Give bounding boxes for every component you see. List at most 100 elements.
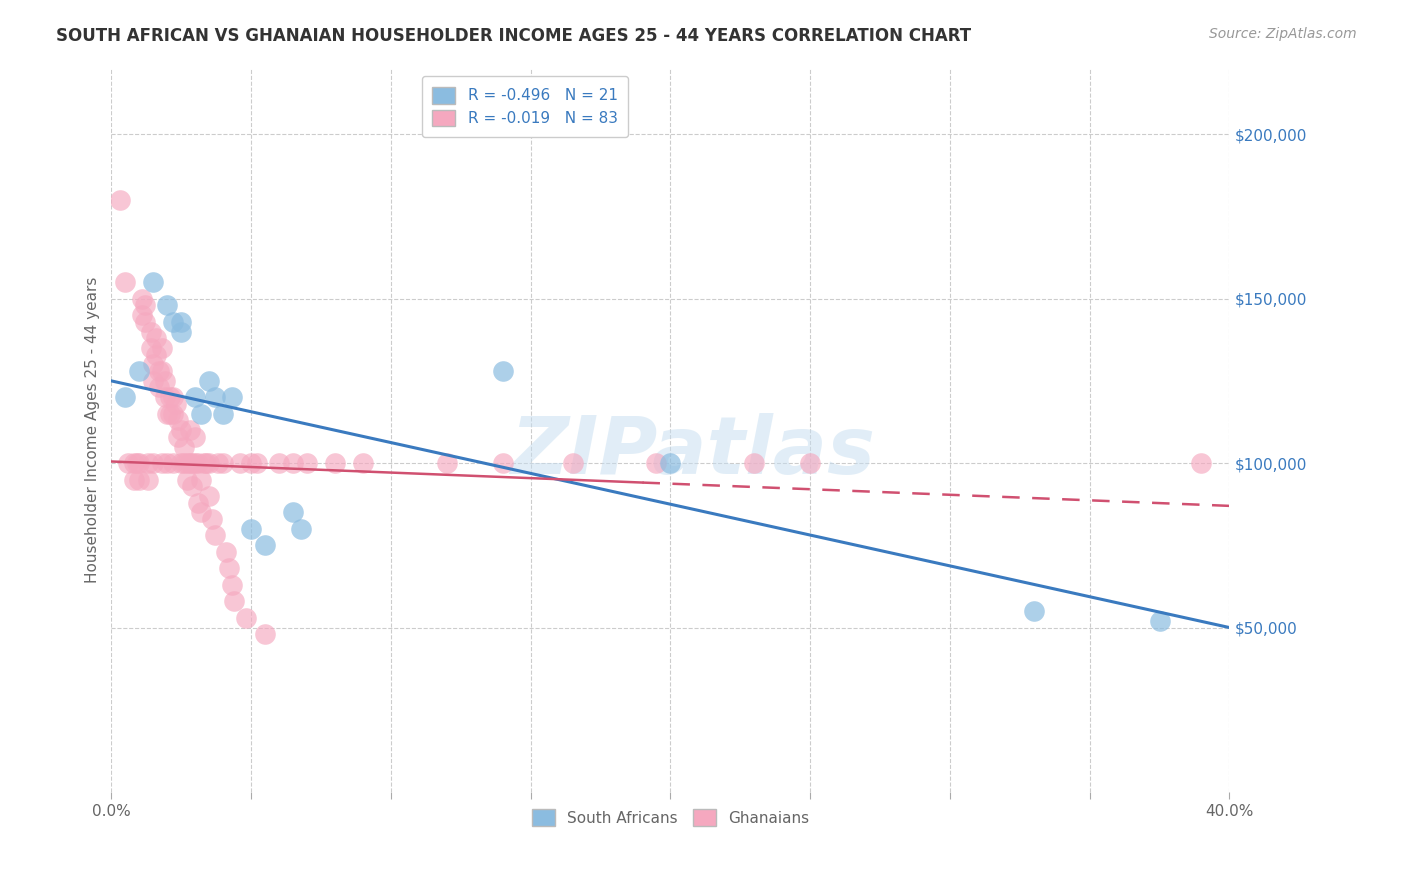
Point bbox=[128, 473, 150, 487]
Point bbox=[198, 456, 221, 470]
Point bbox=[742, 456, 765, 470]
Point bbox=[142, 456, 165, 470]
Point bbox=[184, 390, 207, 404]
Point bbox=[176, 473, 198, 487]
Point bbox=[221, 390, 243, 404]
Point bbox=[134, 298, 156, 312]
Point bbox=[290, 522, 312, 536]
Point bbox=[167, 430, 190, 444]
Point bbox=[181, 456, 204, 470]
Point bbox=[122, 456, 145, 470]
Legend: South Africans, Ghanaians: South Africans, Ghanaians bbox=[523, 800, 818, 835]
Point bbox=[1149, 614, 1171, 628]
Point bbox=[125, 456, 148, 470]
Point bbox=[240, 522, 263, 536]
Point bbox=[153, 390, 176, 404]
Point bbox=[108, 193, 131, 207]
Point bbox=[190, 505, 212, 519]
Point bbox=[139, 325, 162, 339]
Point bbox=[150, 456, 173, 470]
Text: Source: ZipAtlas.com: Source: ZipAtlas.com bbox=[1209, 27, 1357, 41]
Point bbox=[167, 413, 190, 427]
Point bbox=[195, 456, 218, 470]
Point bbox=[150, 364, 173, 378]
Point bbox=[561, 456, 583, 470]
Point bbox=[229, 456, 252, 470]
Point bbox=[114, 390, 136, 404]
Point bbox=[170, 423, 193, 437]
Point bbox=[136, 456, 159, 470]
Point bbox=[659, 456, 682, 470]
Text: SOUTH AFRICAN VS GHANAIAN HOUSEHOLDER INCOME AGES 25 - 44 YEARS CORRELATION CHAR: SOUTH AFRICAN VS GHANAIAN HOUSEHOLDER IN… bbox=[56, 27, 972, 45]
Point bbox=[1022, 604, 1045, 618]
Text: ZIPatlas: ZIPatlas bbox=[510, 413, 876, 491]
Point bbox=[184, 430, 207, 444]
Point bbox=[142, 374, 165, 388]
Point bbox=[204, 528, 226, 542]
Point bbox=[159, 390, 181, 404]
Point bbox=[492, 456, 515, 470]
Point bbox=[148, 380, 170, 394]
Point bbox=[145, 331, 167, 345]
Point bbox=[128, 456, 150, 470]
Point bbox=[117, 456, 139, 470]
Point bbox=[323, 456, 346, 470]
Point bbox=[254, 538, 277, 552]
Point bbox=[122, 473, 145, 487]
Point bbox=[221, 578, 243, 592]
Point bbox=[176, 456, 198, 470]
Point bbox=[173, 440, 195, 454]
Point bbox=[136, 473, 159, 487]
Point bbox=[142, 358, 165, 372]
Point bbox=[645, 456, 668, 470]
Point bbox=[145, 348, 167, 362]
Point bbox=[224, 594, 246, 608]
Point bbox=[281, 456, 304, 470]
Point bbox=[156, 456, 179, 470]
Point bbox=[212, 407, 235, 421]
Point bbox=[156, 407, 179, 421]
Point bbox=[193, 456, 215, 470]
Point bbox=[212, 456, 235, 470]
Point bbox=[131, 308, 153, 322]
Point bbox=[799, 456, 821, 470]
Point bbox=[150, 341, 173, 355]
Point bbox=[148, 364, 170, 378]
Point bbox=[162, 390, 184, 404]
Y-axis label: Householder Income Ages 25 - 44 years: Householder Income Ages 25 - 44 years bbox=[86, 277, 100, 583]
Point bbox=[128, 364, 150, 378]
Point bbox=[269, 456, 291, 470]
Point bbox=[179, 456, 201, 470]
Point bbox=[153, 374, 176, 388]
Point bbox=[170, 325, 193, 339]
Point bbox=[187, 495, 209, 509]
Point bbox=[207, 456, 229, 470]
Point bbox=[1191, 456, 1213, 470]
Point bbox=[187, 456, 209, 470]
Point bbox=[190, 473, 212, 487]
Point bbox=[240, 456, 263, 470]
Point bbox=[198, 489, 221, 503]
Point bbox=[159, 407, 181, 421]
Point bbox=[173, 456, 195, 470]
Point bbox=[235, 610, 257, 624]
Point bbox=[352, 456, 374, 470]
Point bbox=[181, 479, 204, 493]
Point bbox=[142, 275, 165, 289]
Point bbox=[131, 292, 153, 306]
Point bbox=[204, 390, 226, 404]
Point bbox=[165, 397, 187, 411]
Point bbox=[198, 374, 221, 388]
Point bbox=[179, 423, 201, 437]
Point bbox=[215, 545, 238, 559]
Point bbox=[281, 505, 304, 519]
Point bbox=[190, 407, 212, 421]
Point bbox=[184, 456, 207, 470]
Point bbox=[162, 315, 184, 329]
Point bbox=[139, 341, 162, 355]
Point bbox=[201, 512, 224, 526]
Point bbox=[156, 298, 179, 312]
Point bbox=[218, 561, 240, 575]
Point bbox=[436, 456, 458, 470]
Point bbox=[114, 275, 136, 289]
